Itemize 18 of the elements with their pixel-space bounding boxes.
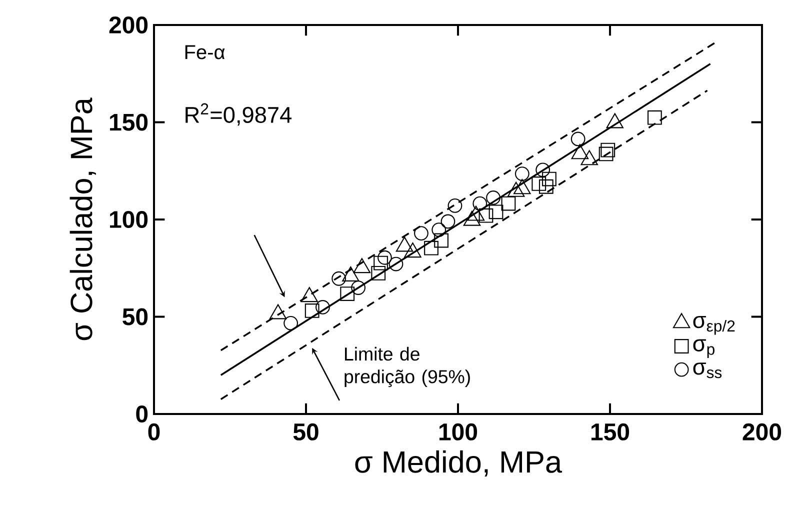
annotation: Limite de predição (95%) bbox=[344, 346, 470, 388]
y-tick-label: 150 bbox=[110, 114, 148, 131]
x-axis-title: σ Medido, MPa bbox=[355, 450, 562, 476]
legend-label: σ$_{p}$ bbox=[693, 339, 714, 358]
x-tick-label: 200 bbox=[742, 423, 782, 440]
legend-label: σ$_{ss}$ bbox=[693, 362, 722, 378]
x-tick-label: 0 bbox=[148, 423, 160, 440]
annotation: Fe-α bbox=[185, 45, 225, 60]
y-axis-title: σ Calculado, MPa bbox=[70, 98, 96, 340]
y-tick-label: 50 bbox=[122, 308, 148, 326]
y-tick-label: 200 bbox=[109, 16, 148, 34]
y-tick-label: 100 bbox=[110, 210, 148, 228]
annotation: R$^{2}$=0,9874 bbox=[186, 103, 292, 126]
y-tick-label: 0 bbox=[136, 405, 148, 422]
x-tick-label: 150 bbox=[591, 423, 630, 440]
x-tick-label: 50 bbox=[293, 423, 318, 440]
x-tick-label: 100 bbox=[439, 423, 478, 440]
legend-label: σ$_{εp/2}$ bbox=[693, 316, 735, 335]
